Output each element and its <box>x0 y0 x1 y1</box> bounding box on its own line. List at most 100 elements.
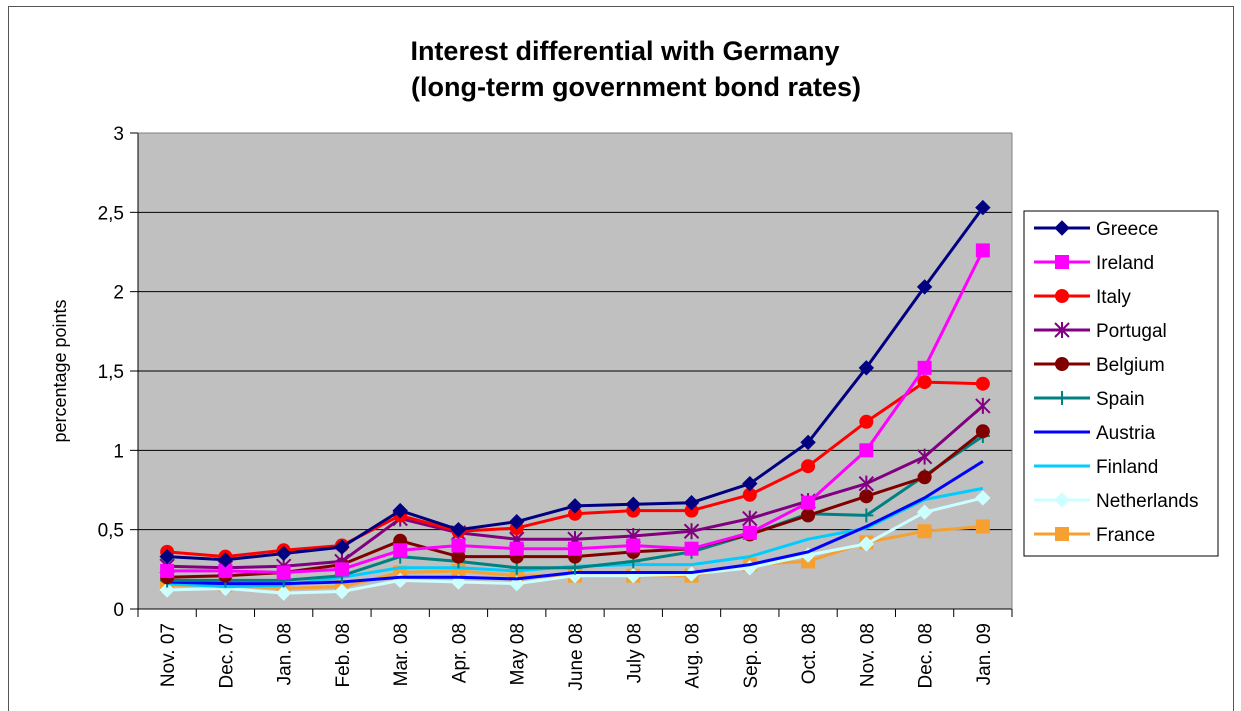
x-tick-label: Dec. 08 <box>916 623 937 688</box>
legend-item-france: France <box>1034 525 1155 546</box>
data-point-ireland <box>626 538 641 553</box>
data-point-greece <box>683 494 700 511</box>
data-point-netherlands <box>975 490 991 506</box>
data-point-italy <box>975 376 990 391</box>
x-tick-label: July 08 <box>624 623 645 683</box>
y-axis-label: percentage points <box>50 299 70 442</box>
data-point-greece <box>450 521 467 538</box>
data-point-ireland <box>160 563 175 578</box>
x-tick-label: Sep. 08 <box>741 623 762 689</box>
legend-item-greece: Greece <box>1034 219 1158 240</box>
legend-item-austria: Austria <box>1034 423 1156 444</box>
y-tick-label: 2,5 <box>98 203 124 224</box>
legend-item-netherlands: Netherlands <box>1034 491 1198 512</box>
data-point-greece <box>217 552 234 568</box>
legend-marker-greece <box>1054 220 1070 236</box>
data-point-italy <box>684 503 699 518</box>
x-tick-label: May 08 <box>508 623 529 685</box>
data-point-greece <box>509 514 525 530</box>
legend-item-spain: Spain <box>1034 389 1145 410</box>
x-tick-label: Nov. 08 <box>857 623 878 687</box>
data-point-greece <box>159 548 175 565</box>
data-point-greece <box>975 199 991 216</box>
y-tick-label: 1,5 <box>98 362 124 383</box>
data-point-belgium <box>859 489 874 504</box>
data-point-greece <box>567 498 583 514</box>
data-point-greece <box>858 360 875 376</box>
data-point-belgium <box>801 508 816 523</box>
data-point-portugal <box>742 510 758 527</box>
data-point-ireland <box>917 360 932 375</box>
legend-label-greece: Greece <box>1096 219 1158 240</box>
data-point-portugal <box>975 397 991 414</box>
legend: Greece Ireland Italy Portugal Belgium Spain Au… <box>1023 210 1219 557</box>
legend-item-finland: Finland <box>1034 457 1158 478</box>
legend-label-italy: Italy <box>1096 287 1131 308</box>
data-point-italy <box>742 487 757 502</box>
data-point-portugal <box>858 475 875 492</box>
x-tick-label: Dec. 07 <box>216 623 237 688</box>
data-point-portugal <box>916 448 933 465</box>
legend-marker-netherlands <box>1054 492 1070 508</box>
legend-label-spain: Spain <box>1096 389 1145 410</box>
legend-item-portugal: Portugal <box>1034 321 1167 342</box>
data-point-netherlands <box>159 582 175 598</box>
data-point-ireland <box>975 243 990 258</box>
y-tick-label: 2 <box>113 283 124 304</box>
legend-label-finland: Finland <box>1096 457 1158 478</box>
data-point-ireland <box>393 543 408 558</box>
data-point-ireland <box>801 495 816 510</box>
y-tick-label: 1 <box>113 441 124 462</box>
chart-title: Interest differential with Germany <box>410 36 839 66</box>
legend-label-austria: Austria <box>1096 423 1156 444</box>
legend-label-ireland: Ireland <box>1096 253 1154 274</box>
data-point-france <box>917 524 932 539</box>
data-point-greece <box>800 434 816 451</box>
data-point-ireland <box>218 563 233 578</box>
data-point-belgium <box>917 470 932 485</box>
x-tick-label: Apr. 08 <box>449 623 470 683</box>
data-point-italy <box>917 375 932 390</box>
x-tick-label: Nov. 07 <box>158 623 179 687</box>
x-tick-label: June 08 <box>566 623 587 691</box>
data-point-ireland <box>334 562 349 577</box>
legend-marker-france <box>1055 527 1069 541</box>
data-point-italy <box>568 506 582 521</box>
data-point-netherlands <box>916 504 933 520</box>
data-point-ireland <box>451 538 466 553</box>
data-point-italy <box>859 414 874 429</box>
x-tick-label: Aug. 08 <box>683 623 704 689</box>
data-point-greece <box>742 475 758 492</box>
legend-marker-italy <box>1055 289 1069 303</box>
x-tick-label: Feb. 08 <box>333 623 354 687</box>
legend-marker-portugal <box>1054 322 1070 338</box>
y-tick-label: 0,5 <box>98 521 124 542</box>
data-point-greece <box>275 545 292 562</box>
data-point-greece <box>334 539 350 555</box>
data-point-france <box>975 519 990 534</box>
series-group <box>159 199 991 601</box>
legend-label-belgium: Belgium <box>1096 355 1165 376</box>
data-point-portugal <box>683 523 700 540</box>
data-point-spain <box>859 508 874 523</box>
legend-marker-spain <box>1055 391 1069 405</box>
data-point-ireland <box>742 525 757 540</box>
legend-item-italy: Italy <box>1034 287 1131 308</box>
x-tick-label: Jan. 09 <box>974 623 995 685</box>
legend-marker-belgium <box>1055 357 1069 371</box>
y-tick-label: 3 <box>113 124 124 145</box>
x-tick-label: Mar. 08 <box>391 623 412 686</box>
legend-item-ireland: Ireland <box>1034 253 1154 274</box>
y-tick-label: 0 <box>113 600 124 621</box>
legend-label-netherlands: Netherlands <box>1096 491 1198 512</box>
legend-label-france: France <box>1096 525 1155 546</box>
legend-label-portugal: Portugal <box>1096 321 1167 342</box>
legend-marker-ireland <box>1055 255 1069 269</box>
data-point-greece <box>916 279 933 295</box>
data-point-ireland <box>276 565 291 580</box>
data-point-greece <box>392 502 408 519</box>
legend-item-belgium: Belgium <box>1034 355 1165 376</box>
data-point-ireland <box>568 541 582 556</box>
data-point-netherlands <box>275 585 292 601</box>
